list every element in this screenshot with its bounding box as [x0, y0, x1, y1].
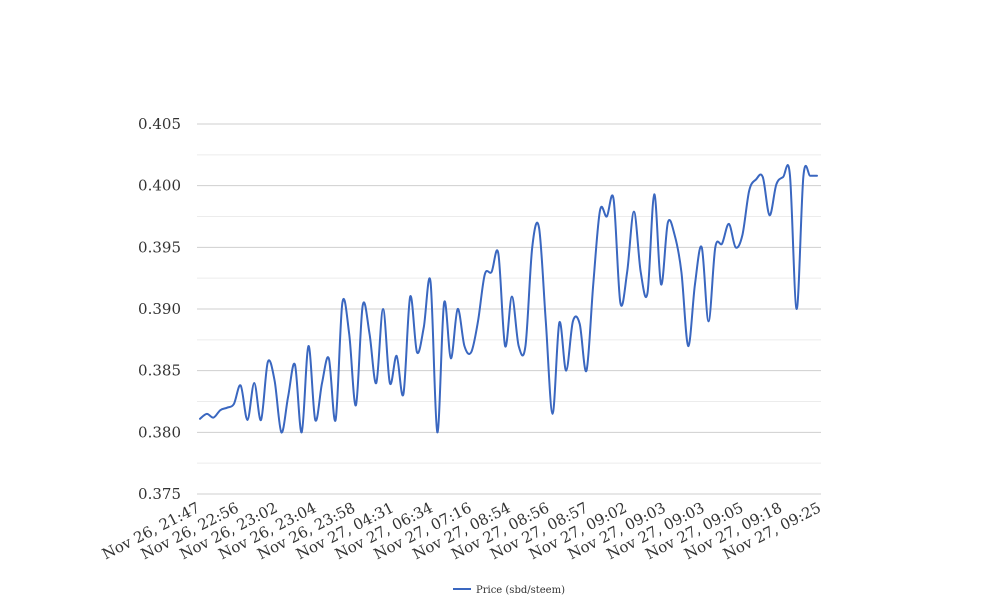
legend: Price (sbd/steem) [453, 585, 565, 596]
y-tick-label: 0.385 [138, 362, 181, 380]
y-axis-ticks: 0.375 0.380 0.385 0.390 0.395 0.400 0.405 [138, 115, 181, 503]
y-tick-label: 0.380 [138, 423, 181, 441]
y-tick-label: 0.400 [138, 177, 181, 195]
y-tick-label: 0.395 [138, 238, 181, 256]
y-tick-label: 0.375 [138, 485, 181, 503]
series-line-price [199, 164, 818, 434]
gridlines [197, 123, 821, 495]
legend-label: Price (sbd/steem) [476, 585, 565, 596]
y-tick-label: 0.405 [138, 115, 181, 133]
y-tick-label: 0.390 [138, 300, 181, 318]
